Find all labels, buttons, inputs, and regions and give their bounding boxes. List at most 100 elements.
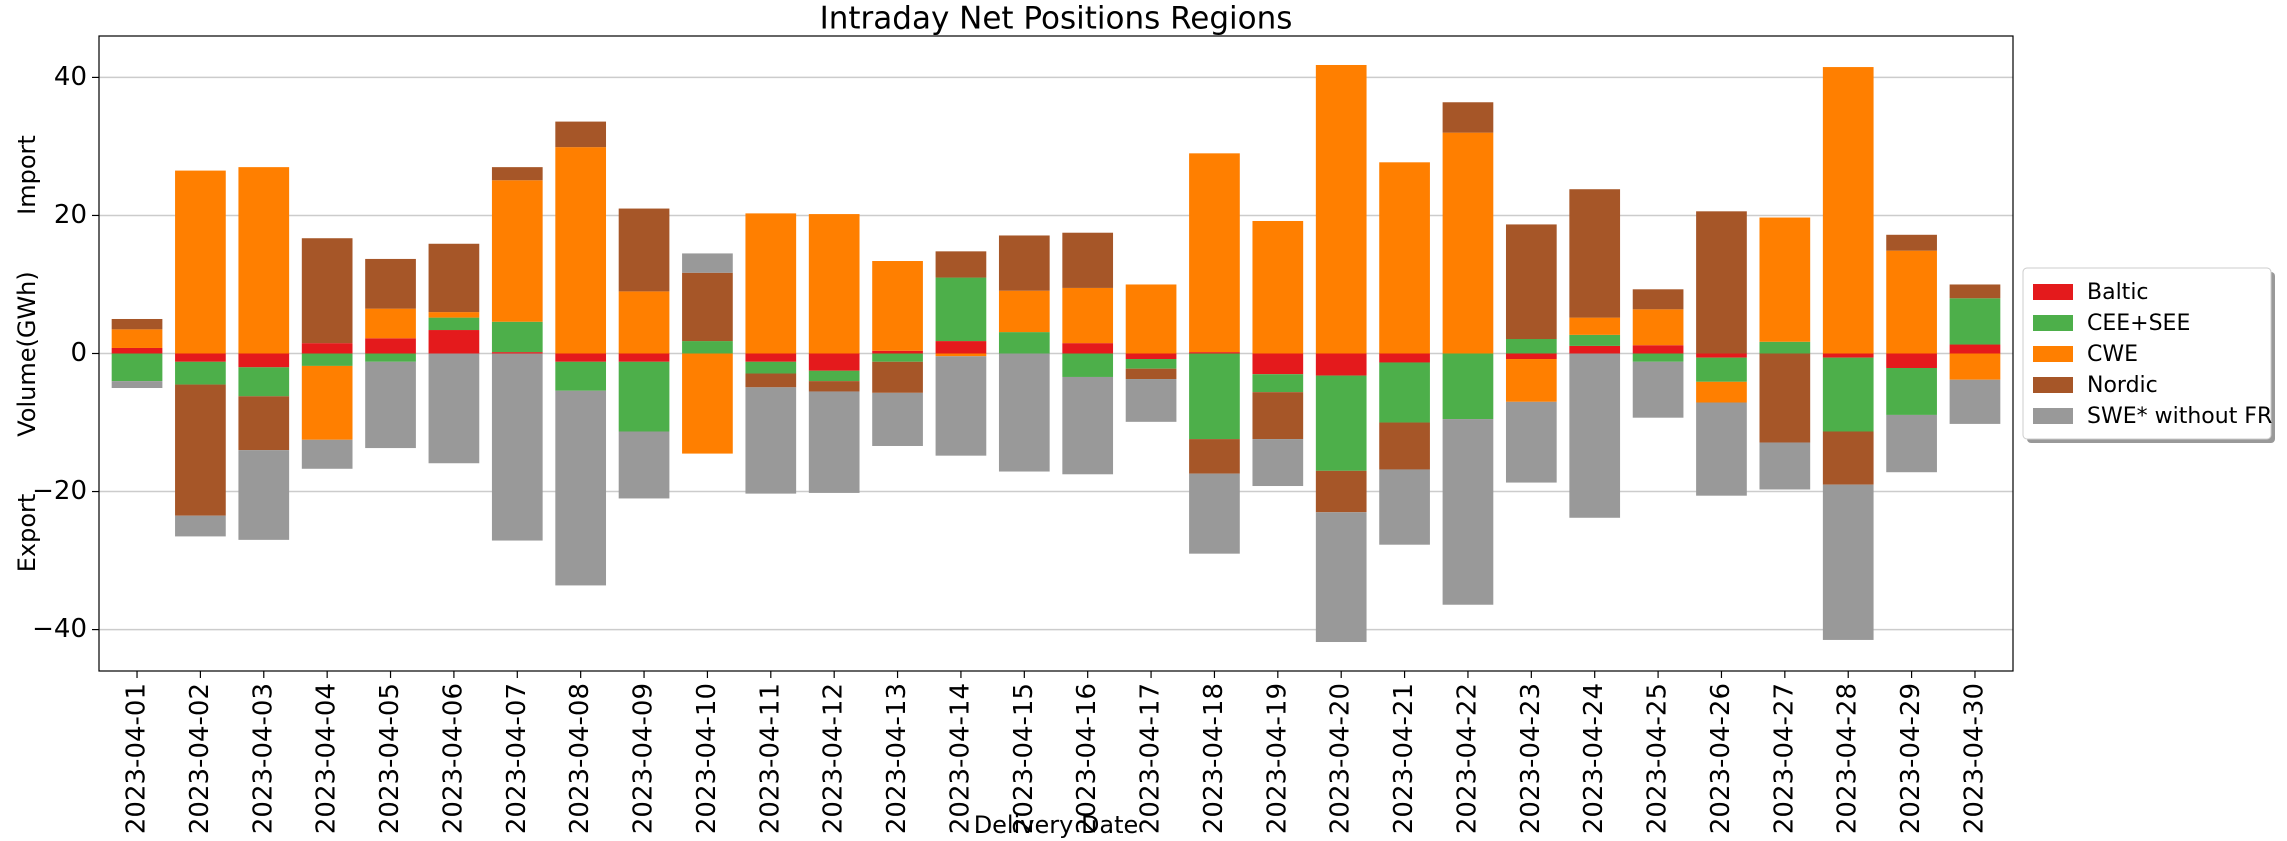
bar-segment xyxy=(555,390,607,586)
bar-segment xyxy=(1379,362,1430,423)
y-tick-label: 0 xyxy=(70,338,87,368)
bar-segment xyxy=(1949,353,2001,380)
bar-segment xyxy=(1505,224,1557,340)
x-tick-label: 2023-04-16 xyxy=(1072,683,1102,834)
bar-segment xyxy=(1442,102,1494,133)
bar-segment xyxy=(111,329,163,348)
bar-segment xyxy=(935,251,987,278)
x-tick-label: 2023-04-21 xyxy=(1389,683,1419,834)
legend: Baltic CEE+SEE CWE Nordic SWE* without FR xyxy=(2022,267,2275,443)
bar-segment xyxy=(1759,341,1811,354)
bar-segment xyxy=(491,321,543,353)
bar-segment xyxy=(1949,298,2001,345)
x-tick-label: 2023-04-26 xyxy=(1706,683,1736,834)
bar-segment xyxy=(1569,334,1621,346)
bar-segment xyxy=(555,361,607,391)
bar-segment xyxy=(175,515,226,537)
bar-segment xyxy=(1822,67,1874,354)
bar-segment xyxy=(1189,473,1240,554)
bar-segment xyxy=(1822,484,1874,640)
bar-segment xyxy=(1505,401,1557,483)
y-axis-label: Volume(GWh) xyxy=(13,271,41,437)
bar-segment xyxy=(1125,284,1177,354)
bar-segment xyxy=(428,353,480,464)
bar-segment xyxy=(745,361,797,374)
bar-segment xyxy=(301,439,353,469)
import-annotation: Import xyxy=(13,135,41,215)
bar-segment xyxy=(1315,64,1367,354)
x-tick-label: 2023-04-27 xyxy=(1769,683,1799,834)
x-tick-label: 2023-04-01 xyxy=(122,683,152,834)
x-tick-label: 2023-04-07 xyxy=(502,683,532,834)
bar-segment xyxy=(1315,353,1367,376)
bar-segment xyxy=(1696,353,1747,358)
bar-segment xyxy=(1062,343,1114,354)
bar-segment xyxy=(1632,309,1684,346)
bar-segment xyxy=(682,353,733,454)
bar-segment xyxy=(1189,153,1240,353)
x-tick-label: 2023-04-18 xyxy=(1199,683,1229,834)
legend-swatch xyxy=(2033,346,2073,362)
x-tick-label: 2023-04-12 xyxy=(819,683,849,834)
bar-segment xyxy=(175,170,226,354)
bar-segment xyxy=(745,213,797,354)
bar-segment xyxy=(238,450,290,540)
bar-segment xyxy=(111,318,163,330)
bar-segment xyxy=(1379,353,1430,363)
bar-segment xyxy=(935,356,987,456)
bar-segment xyxy=(1315,375,1367,471)
bar-segment xyxy=(301,238,353,344)
bar-segment xyxy=(428,317,480,331)
bar-segment xyxy=(555,121,607,148)
bar-segment xyxy=(998,353,1050,472)
bar-segment xyxy=(1949,344,2001,354)
bar-segment xyxy=(808,370,860,382)
bar-segment xyxy=(682,272,733,342)
bar-segment xyxy=(1696,211,1747,354)
bar-segment xyxy=(301,365,353,440)
x-tick-label: 2023-04-02 xyxy=(185,683,215,834)
y-tick-label: 20 xyxy=(54,200,87,230)
bar-segment xyxy=(555,147,607,354)
y-tick-label: −40 xyxy=(32,614,87,644)
legend-label: CEE+SEE xyxy=(2087,311,2190,336)
bar-segment xyxy=(175,353,226,362)
bar-segment xyxy=(428,330,480,354)
legend-swatch xyxy=(2033,284,2073,300)
bar-segment xyxy=(301,343,353,354)
bar-segment xyxy=(998,235,1050,291)
bar-segment xyxy=(745,353,797,362)
bar-segment xyxy=(1822,431,1874,485)
bar-segment xyxy=(491,352,543,354)
bar-segment xyxy=(1062,376,1114,475)
legend-label: Nordic xyxy=(2087,373,2158,398)
bar-segment xyxy=(1822,353,1874,358)
plot-frame xyxy=(98,35,2014,672)
bar-segment xyxy=(618,208,670,292)
export-annotation: Export xyxy=(13,494,41,573)
bar-segment xyxy=(1252,220,1304,354)
bar-segment xyxy=(745,373,797,388)
bar-segment xyxy=(238,367,290,397)
bar-segment xyxy=(365,353,416,362)
x-tick-label: 2023-04-28 xyxy=(1833,683,1863,834)
bars xyxy=(111,64,2001,643)
chart-title: Intraday Net Positions Regions xyxy=(820,1,1293,37)
bar-segment xyxy=(1822,357,1874,432)
bar-segment xyxy=(1379,162,1430,354)
bar-segment xyxy=(1379,422,1430,470)
bar-segment xyxy=(1696,381,1747,403)
bar-segment xyxy=(1252,392,1304,440)
bar-segment xyxy=(998,290,1050,333)
bar-segment xyxy=(682,253,733,273)
x-tick-label: 2023-04-17 xyxy=(1136,683,1166,834)
bar-segment xyxy=(1759,353,1811,443)
bar-segment xyxy=(111,381,163,389)
x-tick-label: 2023-04-25 xyxy=(1643,683,1673,834)
x-tick-label: 2023-04-06 xyxy=(438,683,468,834)
x-tick-label: 2023-04-30 xyxy=(1959,683,1989,834)
bar-segment xyxy=(428,312,480,318)
bar-segment xyxy=(1252,353,1304,375)
x-axis-label: Delivery Date xyxy=(974,811,1139,839)
